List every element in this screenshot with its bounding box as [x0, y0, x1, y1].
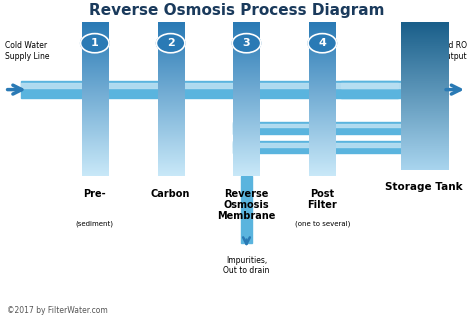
Bar	[390, 90, 405, 96]
Text: Impurities,
Out to drain: Impurities, Out to drain	[223, 256, 270, 276]
Text: Reverse
Osmosis
Membrane: Reverse Osmosis Membrane	[217, 189, 276, 221]
Text: 1: 1	[91, 38, 99, 48]
Text: Post
Filter: Post Filter	[308, 189, 337, 210]
Circle shape	[308, 34, 337, 53]
Text: Purified RO
Water output: Purified RO Water output	[416, 41, 467, 61]
Bar	[233, 143, 401, 147]
Circle shape	[81, 34, 109, 53]
Text: Reverse Osmosis Process Diagram: Reverse Osmosis Process Diagram	[89, 3, 385, 18]
Bar	[21, 84, 398, 88]
Bar	[341, 81, 401, 99]
Circle shape	[232, 34, 261, 53]
Text: Storage Tank: Storage Tank	[385, 182, 463, 192]
Text: (sediment): (sediment)	[76, 221, 114, 227]
Text: Cold Water
Supply Line: Cold Water Supply Line	[5, 41, 49, 61]
Bar	[233, 124, 401, 127]
Bar	[233, 141, 401, 153]
Text: 3: 3	[243, 38, 250, 48]
Text: Carbon: Carbon	[151, 189, 191, 199]
Text: (one to several): (one to several)	[295, 221, 350, 227]
Text: 4: 4	[319, 38, 326, 48]
Text: Pre-: Pre-	[83, 189, 106, 199]
Text: ©2017 by FilterWater.com: ©2017 by FilterWater.com	[7, 306, 108, 315]
Circle shape	[156, 34, 185, 53]
Bar	[341, 84, 401, 88]
Bar	[233, 122, 401, 134]
Bar	[241, 176, 253, 243]
Bar	[21, 81, 398, 99]
Text: 2: 2	[167, 38, 174, 48]
